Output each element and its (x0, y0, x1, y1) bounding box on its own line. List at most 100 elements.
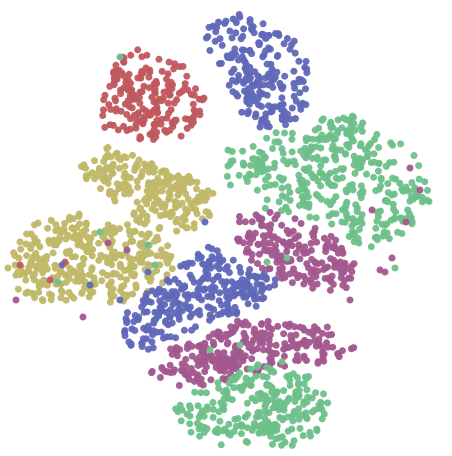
scatter-point (300, 280, 308, 288)
scatter-point (268, 440, 276, 448)
scatter-point (244, 410, 252, 418)
scatter-point (195, 413, 203, 421)
scatter-point (271, 138, 279, 146)
scatter-point (223, 340, 231, 348)
scatter-point (134, 46, 142, 54)
scatter-point (290, 67, 298, 75)
scatter-point (143, 212, 151, 220)
scatter-point (190, 91, 198, 99)
scatter-point (302, 101, 310, 109)
scatter-point (205, 261, 213, 269)
scatter-point (190, 113, 198, 121)
scatter-point (209, 405, 217, 413)
scatter-point (223, 263, 231, 271)
scatter-point (223, 362, 231, 369)
scatter-point (139, 168, 146, 175)
scatter-point (186, 412, 194, 420)
scatter-point (211, 37, 219, 45)
scatter-point (280, 406, 288, 414)
scatter-point (286, 320, 294, 328)
scatter-point (342, 209, 350, 217)
scatter-point (175, 382, 183, 389)
scatter-point (351, 219, 359, 227)
scatter-point (295, 232, 302, 240)
scatter-point (295, 415, 303, 423)
scatter-point (100, 174, 108, 182)
scatter-point (104, 259, 111, 267)
scatter-point (62, 235, 70, 243)
scatter-point (283, 160, 291, 168)
scatter-point (254, 361, 262, 369)
scatter-point (339, 174, 346, 182)
scatter-point (136, 88, 144, 96)
scatter-point (259, 346, 267, 354)
scatter-point (278, 116, 286, 124)
scatter-point (271, 276, 279, 284)
scatter-point (315, 135, 322, 143)
scatter-point (212, 28, 220, 36)
scatter-point (378, 220, 386, 228)
scatter-point (295, 393, 303, 401)
scatter-point (202, 34, 210, 42)
scatter-point (229, 15, 237, 23)
scatter-point (256, 429, 263, 437)
scatter-point (263, 222, 271, 230)
scatter-point (269, 234, 277, 242)
scatter-point (97, 185, 104, 193)
scatter-point (342, 202, 350, 210)
scatter-point (297, 220, 305, 227)
scatter-point (226, 160, 234, 168)
scatter-point (271, 103, 279, 111)
scatter-point (209, 189, 217, 197)
scatter-point (162, 319, 170, 326)
scatter-point (273, 211, 281, 219)
scatter-point (291, 84, 299, 92)
scatter-point (239, 147, 247, 155)
scatter-point (371, 136, 378, 143)
scatter-point (144, 322, 152, 330)
scatter-point (261, 183, 269, 191)
scatter-point (34, 219, 42, 227)
scatter-point (111, 197, 119, 205)
scatter-point (214, 379, 222, 387)
scatter-point (218, 41, 226, 49)
scatter-point (292, 331, 300, 339)
scatter-point (232, 323, 240, 331)
scatter-point (203, 406, 211, 414)
scatter-point (405, 210, 413, 218)
scatter-point (320, 390, 327, 398)
scatter-point (197, 341, 205, 349)
scatter-point (278, 176, 286, 184)
scatter-point (295, 57, 303, 65)
scatter-point (99, 112, 107, 119)
scatter-point (256, 39, 264, 47)
scatter-point (153, 181, 161, 189)
scatter-point (408, 179, 416, 187)
scatter-point (151, 261, 159, 269)
scatter-point (183, 345, 191, 352)
scatter-point (309, 135, 317, 143)
scatter-point (223, 278, 230, 286)
scatter-point (178, 199, 186, 207)
scatter-point (215, 252, 223, 260)
scatter-point (147, 111, 155, 119)
scatter-point (217, 59, 225, 67)
scatter-point (313, 238, 321, 246)
scatter-point (134, 183, 142, 191)
scatter-point (265, 323, 273, 331)
scatter-point (36, 256, 44, 264)
scatter-point (41, 261, 49, 269)
scatter-point (250, 329, 258, 337)
scatter-point (205, 23, 213, 31)
scatter-point (241, 218, 249, 226)
scatter-point (257, 288, 265, 296)
scatter-point (201, 197, 209, 204)
scatter-point (140, 116, 148, 124)
scatter-point (227, 323, 235, 331)
scatter-point (273, 253, 281, 260)
scatter-point (117, 156, 124, 164)
scatter-point (166, 91, 174, 99)
scatter-point (282, 121, 290, 129)
scatter-point (44, 224, 52, 232)
scatter-point (265, 283, 273, 291)
